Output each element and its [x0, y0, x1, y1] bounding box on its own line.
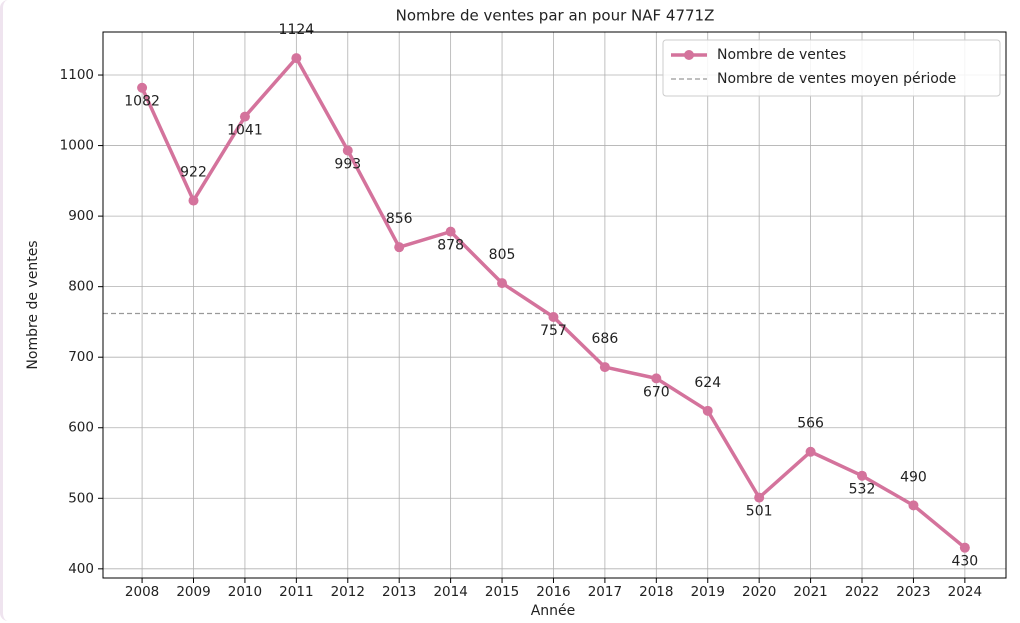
x-tick-label: 2018: [639, 584, 673, 600]
y-axis-label: Nombre de ventes: [25, 240, 41, 369]
y-tick-label: 800: [68, 279, 94, 295]
x-tick-label: 2009: [176, 584, 210, 600]
point: [445, 226, 456, 237]
y-tick-label: 1000: [60, 138, 94, 154]
point: [857, 470, 868, 481]
data-label: 805: [489, 247, 516, 263]
x-tick-label: 2022: [845, 584, 879, 600]
point: [702, 405, 713, 416]
y-tick-label: 1100: [60, 67, 94, 83]
data-label: 624: [694, 375, 721, 391]
data-label: 922: [180, 165, 207, 181]
data-label: 566: [797, 416, 824, 432]
x-tick-label: 2012: [331, 584, 365, 600]
point: [908, 500, 919, 511]
point: [137, 82, 148, 93]
plot-border: [102, 31, 1007, 579]
data-label: 1041: [227, 123, 263, 139]
data-label: 878: [437, 238, 464, 254]
data-label: 757: [540, 323, 567, 339]
point: [188, 195, 199, 206]
data-label: 1082: [124, 94, 160, 110]
point: [394, 242, 405, 253]
point: [548, 311, 559, 322]
x-tick-label: 2010: [228, 584, 262, 600]
x-tick-label: 2011: [279, 584, 313, 600]
point: [291, 53, 302, 64]
legend-label: Nombre de ventes moyen période: [717, 71, 956, 87]
point: [651, 373, 662, 384]
x-axis-label: Année: [531, 603, 576, 619]
chart-title: Nombre de ventes par an pour NAF 4771Z: [396, 7, 715, 25]
x-tick-label: 2023: [896, 584, 930, 600]
point: [959, 542, 970, 553]
data-label: 686: [592, 331, 619, 347]
x-tick-label: 2016: [536, 584, 570, 600]
y-tick-label: 500: [68, 490, 94, 506]
point: [239, 111, 250, 122]
x-tick-label: 2020: [742, 584, 776, 600]
data-label: 1124: [279, 22, 315, 38]
y-tick-label: 700: [68, 349, 94, 365]
x-tick-label: 2019: [691, 584, 725, 600]
legend-box: [662, 39, 1001, 97]
data-label: 856: [386, 211, 413, 227]
point: [497, 278, 508, 289]
data-label: 670: [643, 384, 670, 400]
x-tick-label: 2017: [588, 584, 622, 600]
data-label: 993: [334, 157, 361, 173]
data-label: 532: [849, 482, 876, 498]
x-tick-label: 2015: [485, 584, 519, 600]
data-label: 490: [900, 469, 927, 485]
y-tick-label: 600: [68, 420, 94, 436]
x-tick-label: 2021: [793, 584, 827, 600]
x-tick-label: 2008: [125, 584, 159, 600]
data-label: 430: [951, 554, 978, 570]
x-tick-label: 2014: [433, 584, 467, 600]
point: [599, 362, 610, 373]
point: [754, 492, 765, 503]
legend-label: Nombre de ventes: [717, 47, 846, 63]
y-tick-label: 900: [68, 208, 94, 224]
x-tick-label: 2024: [948, 584, 982, 600]
y-tick-label: 400: [68, 561, 94, 577]
point: [805, 446, 816, 457]
data-label: 501: [746, 504, 773, 520]
legend-marker: [684, 50, 694, 60]
x-tick-label: 2013: [382, 584, 416, 600]
point: [342, 145, 353, 156]
